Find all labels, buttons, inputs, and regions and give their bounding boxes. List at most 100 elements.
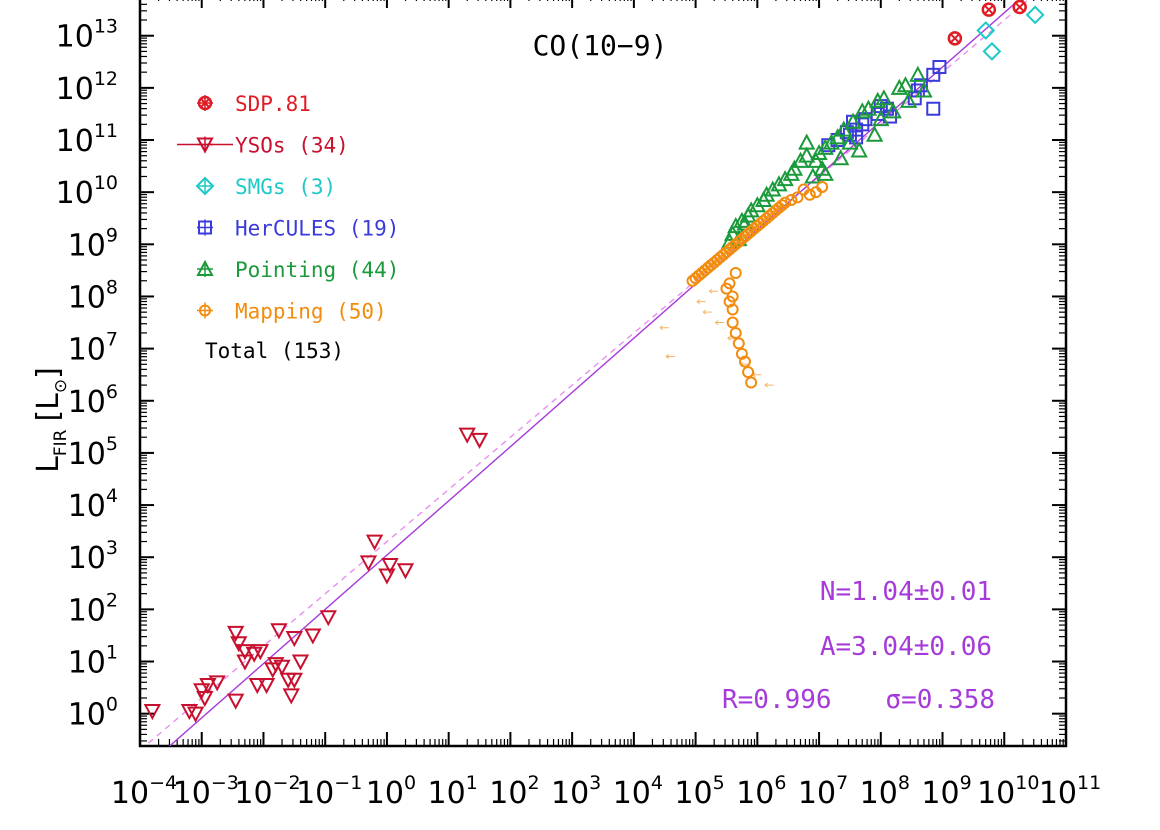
legend-marker-cross [200, 98, 210, 108]
x-tick-label: 106 [736, 772, 786, 811]
x-tick-label: 10−2 [234, 772, 300, 811]
pointing-point [865, 125, 884, 142]
ysos-point [193, 683, 211, 700]
ysos-point [251, 644, 270, 661]
y-tick-label: 106 [68, 381, 118, 420]
pointing-point [869, 91, 887, 108]
legend: SDP.81 YSOs (34) SMGs (3) HerCULES (19) Poin… [177, 92, 399, 324]
y-label-unit-sub: ⊙ [51, 379, 71, 393]
y-tick-label: 108 [68, 276, 118, 315]
legend-label: Pointing (44) [235, 258, 399, 282]
x-axis-ticks: 10−410−310−210−1 100 101 102 103 104 105 106 107… [111, 0, 1101, 811]
pointing-point [816, 164, 834, 181]
legend-marker [196, 259, 214, 276]
pointing-point [733, 211, 751, 228]
ysos-point [304, 628, 322, 645]
mapping-point [735, 347, 748, 360]
ysos-point [285, 672, 304, 689]
pointing-point [915, 81, 933, 98]
faint-arrow-point [659, 325, 669, 331]
pointing-point [754, 190, 773, 207]
smgs-point [982, 41, 1002, 61]
ysos-point [143, 704, 162, 721]
faint-arrow-point [702, 309, 712, 315]
y-tick-label: 1013 [56, 16, 118, 55]
chart-title: CO(10−9) [533, 29, 668, 62]
y-tick-label: 109 [68, 224, 118, 263]
y-tick-label: 1012 [56, 68, 118, 107]
sdp81-point [1012, 0, 1027, 15]
legend-label: HerCULES (19) [235, 217, 399, 241]
plot-border [138, 0, 1068, 748]
mapping-point [732, 337, 745, 350]
fit-line-dashed [143, 0, 1030, 746]
plot-frame [138, 0, 1068, 748]
legend-marker [196, 137, 214, 154]
ysos-point [359, 555, 378, 572]
pointing-point [890, 78, 908, 95]
ysos-point [285, 631, 304, 648]
legend-label: SMGs (3) [235, 175, 336, 199]
pointing-point [899, 91, 918, 108]
legend-marker [197, 95, 213, 111]
data-points [143, 0, 1045, 723]
faint-arrow-point [696, 299, 706, 305]
y-axis-label: LFIR [L⊙] [31, 367, 71, 473]
x-tick-label: 10−1 [296, 772, 362, 811]
legend-label: YSOs (34) [235, 134, 349, 158]
mapping-point [809, 186, 822, 199]
pointing-point [776, 170, 794, 187]
pointing-point [844, 112, 862, 129]
mapping-point [726, 316, 739, 329]
mapping-point [729, 326, 742, 339]
smgs-point [976, 21, 996, 40]
pointing-point [798, 133, 816, 150]
y-tick-label: 105 [68, 433, 118, 472]
mapping-point [723, 295, 736, 308]
x-tick-label: 100 [366, 772, 416, 811]
pointing-point [816, 138, 834, 155]
ysos-point [180, 704, 199, 721]
faint-arrow-point [665, 354, 675, 359]
pointing-point [804, 167, 822, 184]
y-tick-label: 100 [68, 694, 118, 733]
annotation-a: A=3.04±0.06 [820, 632, 992, 662]
y-label-main: L [31, 456, 66, 473]
sdp81-point-cross [1015, 2, 1024, 12]
x-tick-label: 102 [489, 772, 539, 811]
x-tick-label: 101 [428, 772, 478, 811]
sdp81-point [947, 31, 963, 46]
pointing-point [853, 102, 871, 119]
annotation-n: N=1.04±0.01 [820, 577, 992, 607]
y-tick-label: 104 [68, 485, 118, 524]
annotation-r: R=0.996 [722, 685, 832, 715]
ysos-point [230, 636, 248, 653]
pointing-point [884, 102, 902, 119]
y-tick-label: 103 [68, 537, 118, 576]
mapping-point [726, 303, 739, 316]
ysos-point [378, 568, 396, 585]
hercules-point [926, 67, 941, 82]
mapping-point [738, 355, 751, 368]
faint-arrow-point [708, 288, 719, 294]
mapping-point [745, 376, 758, 389]
y-label-unit-open: [L [31, 393, 66, 422]
pointing-point [782, 164, 800, 181]
pointing-point [850, 141, 868, 158]
x-tick-label: 107 [798, 772, 848, 811]
ysos-point [236, 654, 254, 671]
y-tick-label: 1010 [56, 172, 118, 211]
y-tick-label: 1011 [56, 120, 118, 159]
faint-points [659, 288, 774, 388]
ysos-point [470, 432, 489, 449]
ysos-point [381, 558, 399, 575]
ysos-point [196, 691, 214, 708]
svg-text:LFIR[L⊙]: LFIR [L⊙] [31, 367, 71, 473]
faint-arrow-point [715, 320, 725, 325]
x-tick-label: 103 [551, 772, 601, 811]
pointing-point [828, 128, 847, 145]
ysos-point [248, 677, 266, 695]
mapping-point [791, 191, 804, 204]
ysos-point [365, 534, 384, 551]
y-axis-ticks: 100 101 102 103 104 105 106 107 108 109 1010 1011 10… [56, 3, 1066, 742]
